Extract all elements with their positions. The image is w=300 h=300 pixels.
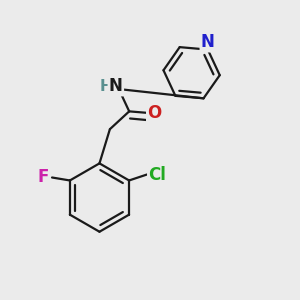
Text: O: O — [147, 104, 162, 122]
Text: N: N — [109, 77, 123, 95]
Text: F: F — [38, 169, 49, 187]
Text: N: N — [201, 33, 215, 51]
Text: Cl: Cl — [148, 166, 166, 184]
Text: H: H — [100, 79, 113, 94]
